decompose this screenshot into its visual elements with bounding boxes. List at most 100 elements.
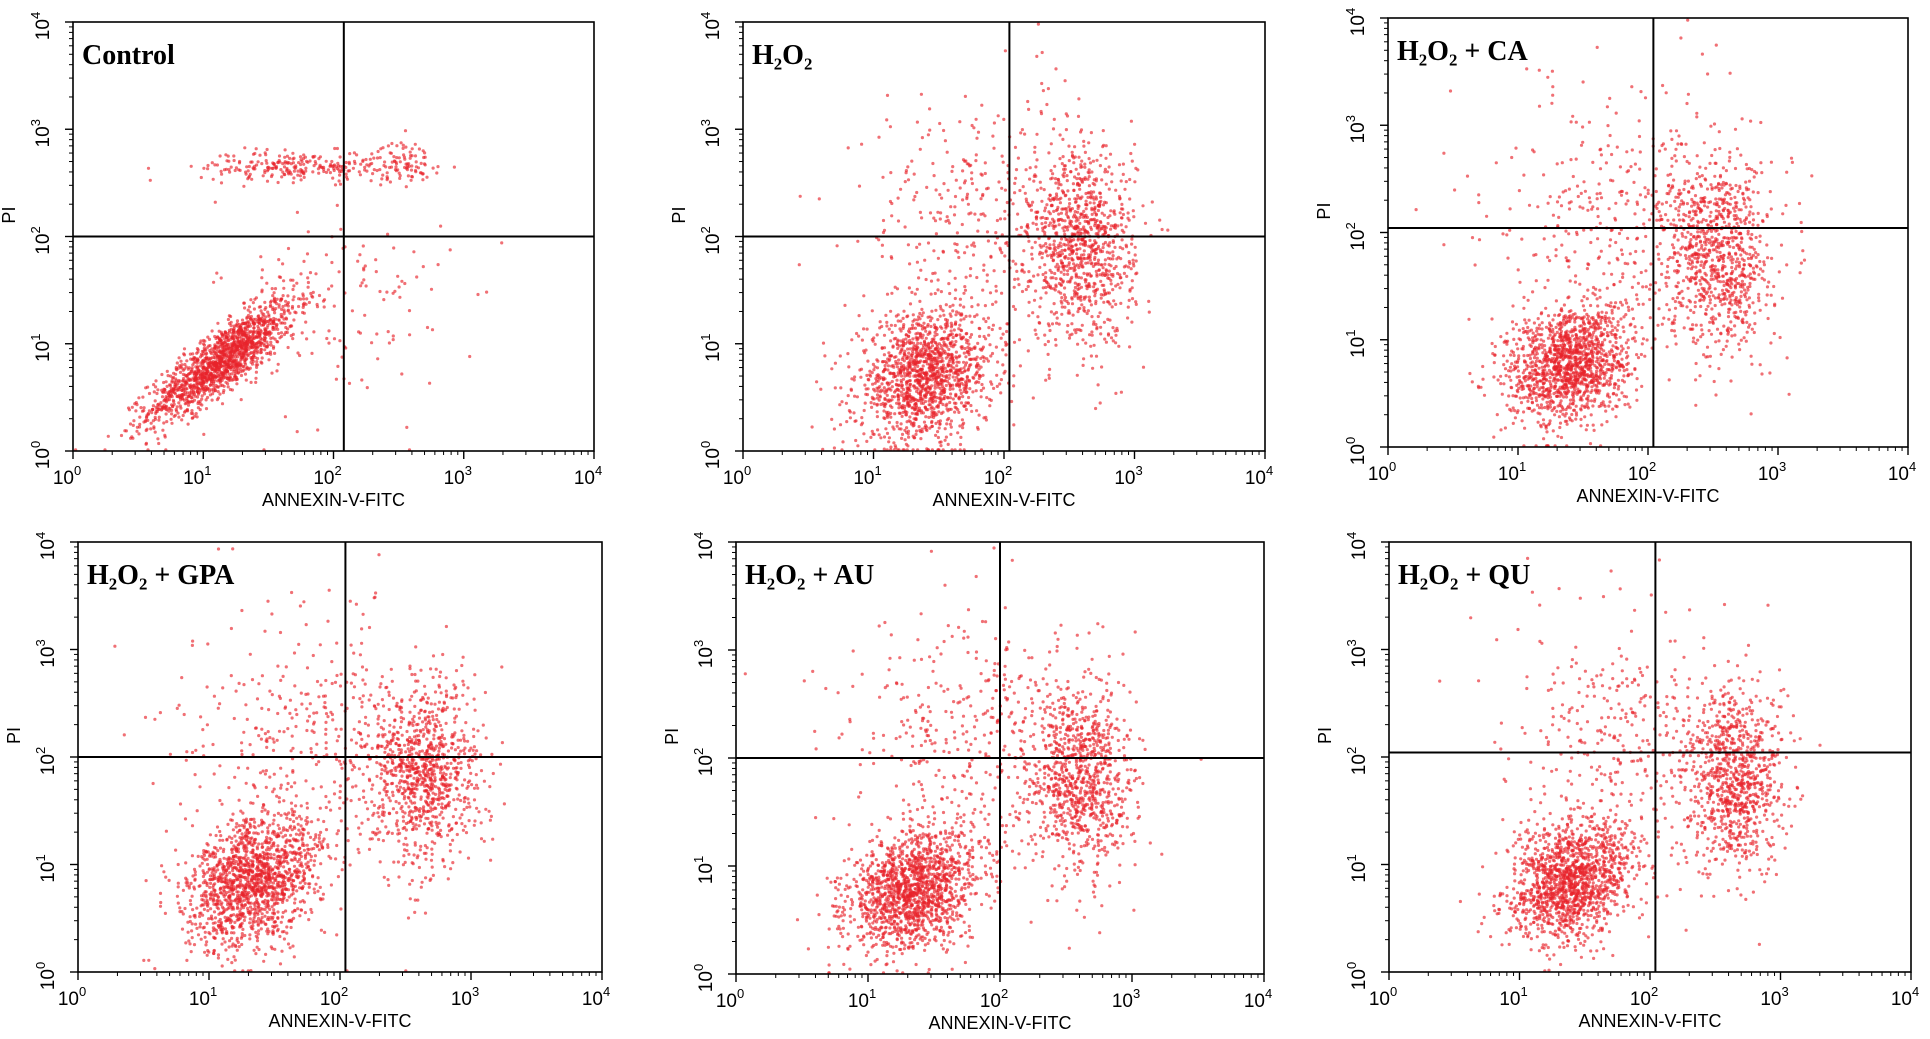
dot: [857, 334, 861, 338]
dot: [328, 164, 332, 168]
dot: [1087, 168, 1091, 172]
dot: [1119, 179, 1123, 183]
dot: [1121, 172, 1125, 176]
dot: [255, 360, 259, 364]
dot: [452, 165, 456, 169]
dot: [916, 364, 920, 368]
dot: [292, 318, 296, 322]
dot: [1044, 271, 1048, 275]
dot: [896, 393, 900, 397]
dot: [1064, 212, 1068, 216]
dot: [936, 385, 940, 389]
flow-plot-1: 100 101 102 103 104100101102103104ANNEXIN-V-…: [0, 12, 602, 510]
dot: [1087, 282, 1091, 286]
dot: [299, 272, 303, 276]
dot: [904, 396, 909, 400]
dot: [1040, 222, 1044, 226]
dot: [1023, 132, 1027, 136]
dot: [414, 160, 418, 164]
dot: [1120, 238, 1124, 242]
dot: [905, 426, 909, 430]
dot: [1076, 172, 1081, 176]
dot: [1625, 368, 1629, 372]
dot: [166, 374, 170, 378]
dot: [233, 168, 237, 173]
dot: [1026, 284, 1030, 289]
dot: [263, 328, 267, 332]
dot: [954, 406, 958, 410]
dot: [170, 421, 174, 425]
dot: [219, 351, 223, 355]
dot: [189, 377, 193, 381]
dot: [298, 155, 303, 159]
dot: [921, 364, 925, 368]
dot: [1099, 263, 1103, 267]
dot: [1089, 227, 1093, 231]
dot: [263, 151, 267, 155]
dot: [954, 178, 958, 182]
dot: [1093, 221, 1097, 226]
dot: [243, 321, 248, 325]
dot: [977, 367, 981, 371]
dot: [883, 367, 887, 371]
dot: [222, 384, 226, 388]
dot: [1095, 158, 1099, 162]
dot: [852, 378, 856, 382]
dot: [974, 153, 978, 157]
dot: [152, 426, 156, 430]
dot: [1110, 172, 1114, 176]
dot: [402, 153, 406, 157]
dot: [1053, 177, 1058, 181]
dot: [967, 395, 971, 400]
dot: [129, 436, 133, 440]
dot: [887, 436, 892, 440]
dot: [364, 284, 368, 288]
dot: [1033, 145, 1037, 149]
dot: [1001, 348, 1005, 352]
dot: [289, 162, 293, 166]
dot: [391, 291, 395, 295]
dot: [274, 307, 278, 311]
dot: [304, 166, 308, 170]
dot: [1011, 202, 1015, 206]
dot: [165, 369, 169, 373]
dot: [1070, 322, 1074, 326]
dot: [1043, 278, 1047, 282]
dot: [233, 374, 237, 378]
dot: [157, 415, 161, 419]
dot: [920, 430, 924, 434]
dot: [175, 405, 179, 409]
dot: [937, 426, 941, 430]
dot: [147, 409, 151, 413]
dot: [1102, 320, 1106, 324]
dot: [919, 437, 923, 441]
dot: [137, 432, 141, 436]
dot: [832, 427, 837, 431]
dot: [1063, 164, 1067, 168]
dot: [385, 290, 389, 294]
dot: [911, 352, 915, 356]
dot: [977, 373, 981, 377]
dot: [302, 303, 306, 307]
dot: [295, 281, 299, 285]
dot: [923, 326, 927, 330]
dot: [901, 344, 905, 348]
dot: [1100, 249, 1105, 254]
dot: [863, 401, 867, 405]
dot: [959, 329, 964, 333]
dot: [928, 387, 932, 391]
dot: [821, 341, 826, 345]
dot: [265, 161, 269, 165]
dot: [902, 309, 906, 313]
dot: [1076, 284, 1080, 288]
dot: [370, 152, 374, 156]
dot: [1081, 227, 1085, 231]
dot: [975, 370, 979, 374]
dot: [1076, 342, 1080, 346]
dot: [1048, 328, 1052, 333]
dot: [213, 344, 217, 348]
dot: [949, 341, 953, 346]
dot: [191, 357, 195, 362]
dot: [356, 259, 360, 263]
dot: [913, 326, 918, 330]
